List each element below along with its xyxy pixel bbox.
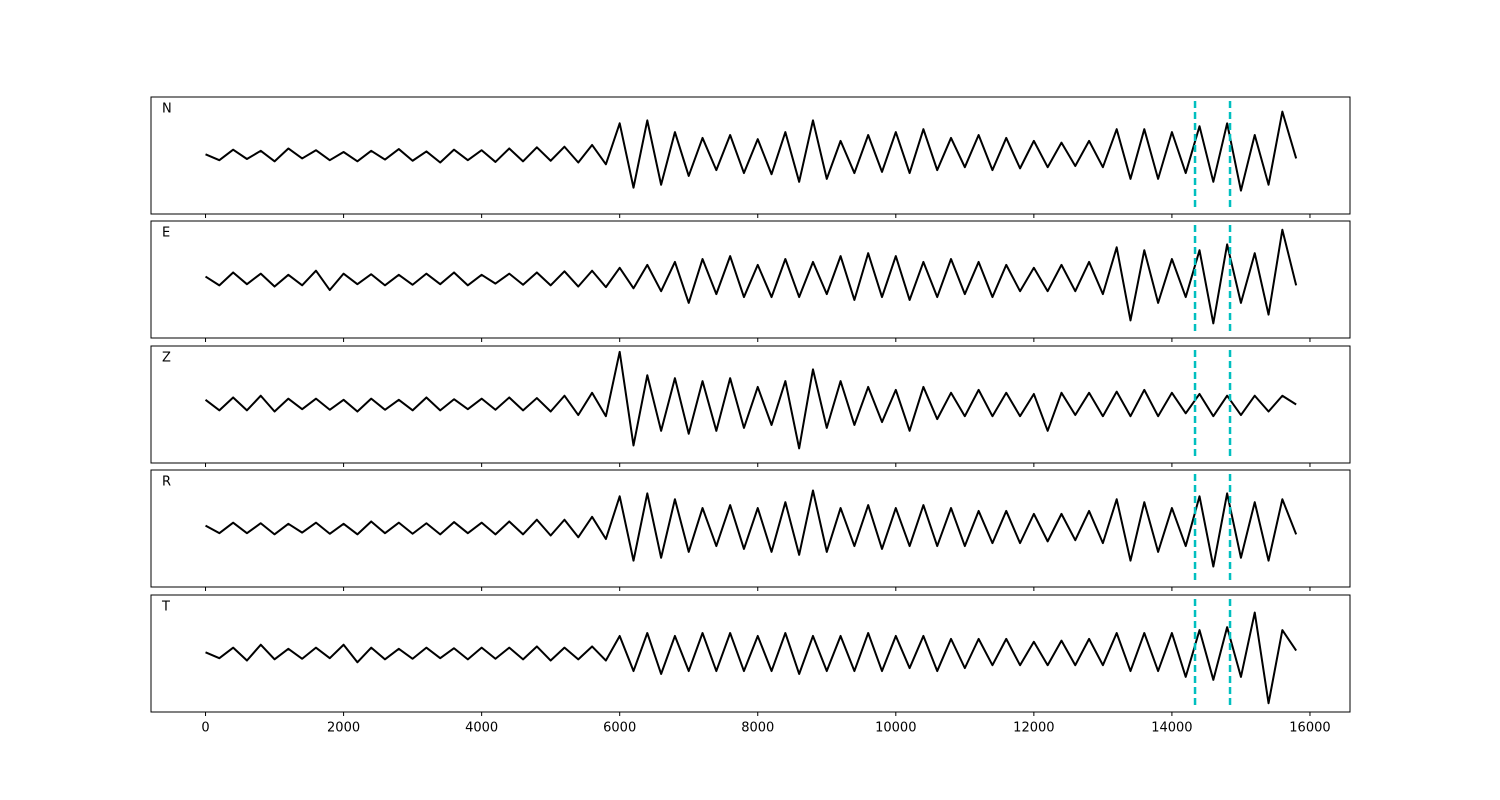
panel-label: R [162,475,171,490]
trace [204,350,1297,450]
panel-label: Z [162,351,171,366]
x-tick-label: 16000 [1289,721,1330,736]
trace [204,228,1298,325]
panel-label: N [162,102,172,117]
panel-frame [150,594,1351,713]
x-tick-label: 0 [201,721,209,736]
x-tick-label: 6000 [603,721,636,736]
x-tick-label: 2000 [327,721,360,736]
trace [205,489,1298,568]
panel-label: E [162,226,170,241]
panel-frame [150,345,1351,464]
panel-frame [150,96,1351,215]
x-tick-label: 4000 [465,721,498,736]
trace [205,611,1297,705]
x-tick-label: 8000 [741,721,774,736]
panel-frame [150,220,1351,339]
x-tick-label: 10000 [875,721,916,736]
x-tick-label: 14000 [1151,721,1192,736]
trace [205,110,1298,192]
panel-frame [150,469,1351,588]
panel-label: T [161,600,170,615]
x-tick-label: 12000 [1013,721,1054,736]
